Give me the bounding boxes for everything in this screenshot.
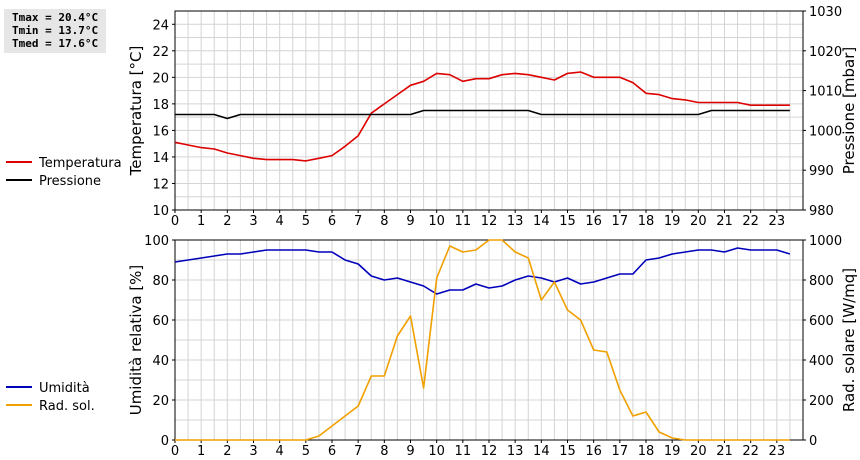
tmin-text: Tmin = 13.7°C — [12, 24, 99, 37]
x-tick-label: 5 — [302, 214, 310, 229]
x-tick-label: 16 — [585, 214, 602, 229]
y2-tick-label: 800 — [809, 274, 834, 289]
x-tick-label: 5 — [302, 444, 310, 459]
x-tick-label: 14 — [533, 444, 550, 459]
series-line-rad-sol — [175, 239, 790, 441]
y-tick-label: 40 — [152, 354, 169, 369]
x-tick-label: 17 — [612, 214, 629, 229]
tmed-text: Tmed = 17.6°C — [12, 37, 99, 50]
x-tick-label: 7 — [354, 214, 362, 229]
x-tick-label: 10 — [428, 444, 445, 459]
x-tick-label: 1 — [197, 444, 205, 459]
y2-tick-label: 600 — [809, 314, 834, 329]
x-tick-label: 16 — [585, 444, 602, 459]
legend-label: Rad. sol. — [39, 399, 95, 414]
x-tick-label: 2 — [223, 444, 231, 459]
x-tick-label: 15 — [559, 214, 576, 229]
x-tick-label: 8 — [380, 444, 388, 459]
x-tick-label: 13 — [507, 214, 524, 229]
x-tick-label: 3 — [249, 444, 257, 459]
humidity-radiation-chart: 0 1 2 3 4 5 6 7 8 9 10 11 12 13 14 15 16 17 18 19 20 21 22 2302… — [127, 234, 858, 459]
x-tick-label: 17 — [612, 444, 629, 459]
x-tick-label: 6 — [328, 214, 336, 229]
y2-tick-label: 1010 — [809, 85, 842, 100]
legend-label: Umidità — [39, 381, 90, 396]
x-tick-label: 10 — [428, 214, 445, 229]
y-tick-label: 60 — [152, 314, 169, 329]
y2-tick-label: 1000 — [809, 124, 842, 139]
y2-tick-label: 400 — [809, 354, 834, 369]
y2-tick-label: 980 — [809, 204, 834, 219]
y-tick-label: 12 — [152, 177, 169, 192]
x-tick-label: 20 — [690, 444, 707, 459]
y-tick-label: 22 — [152, 45, 169, 60]
y-tick-label: 14 — [152, 151, 169, 166]
x-tick-label: 4 — [276, 214, 284, 229]
x-tick-label: 6 — [328, 444, 336, 459]
y2-tick-label: 1000 — [809, 234, 842, 249]
x-tick-label: 7 — [354, 444, 362, 459]
y-tick-label: 80 — [152, 274, 169, 289]
y-tick-label: 100 — [144, 234, 169, 249]
y-tick-label: 24 — [152, 18, 169, 33]
y-tick-label: 20 — [152, 71, 169, 86]
y2-tick-label: 200 — [809, 394, 834, 409]
x-tick-label: 18 — [638, 214, 655, 229]
x-tick-label: 19 — [664, 214, 681, 229]
x-tick-label: 14 — [533, 214, 550, 229]
y-axis-title: Temperatura [°C] — [127, 46, 145, 177]
y-tick-label: 20 — [152, 394, 169, 409]
temperature-pressure-chart: 0 1 2 3 4 5 6 7 8 9 10 11 12 13 14 15 16 17 18 19 20 21 22 2310… — [127, 5, 858, 229]
series-line-umidit — [174, 247, 791, 295]
x-tick-label: 23 — [769, 214, 786, 229]
x-tick-label: 18 — [638, 444, 655, 459]
legend-label: Temperatura — [38, 156, 122, 171]
x-tick-label: 11 — [455, 214, 472, 229]
x-tick-label: 23 — [769, 444, 786, 459]
y2-axis-title: Rad. solare [W/mq] — [840, 268, 858, 412]
y2-tick-label: 1030 — [809, 5, 842, 20]
x-tick-label: 22 — [742, 444, 759, 459]
x-tick-label: 1 — [197, 214, 205, 229]
y-tick-label: 0 — [161, 434, 169, 449]
y2-tick-label: 1020 — [809, 45, 842, 60]
y2-tick-label: 990 — [809, 164, 834, 179]
x-tick-label: 21 — [716, 214, 733, 229]
x-tick-label: 13 — [507, 444, 524, 459]
y-tick-label: 10 — [152, 204, 169, 219]
series-line-pressione — [175, 109, 790, 120]
y-tick-label: 18 — [152, 98, 169, 113]
x-tick-label: 9 — [406, 214, 414, 229]
stats-box: Tmax = 20.4°C Tmin = 13.7°C Tmed = 17.6°… — [4, 9, 106, 53]
x-tick-label: 8 — [380, 214, 388, 229]
legend-label: Pressione — [39, 174, 101, 189]
y2-tick-label: 0 — [809, 434, 817, 449]
x-tick-label: 12 — [481, 214, 498, 229]
x-tick-label: 9 — [406, 444, 414, 459]
x-tick-label: 19 — [664, 444, 681, 459]
x-tick-label: 4 — [276, 444, 284, 459]
humidity-radiation-legend: Umidità Rad. sol. — [6, 381, 95, 414]
temperature-pressure-legend: Temperatura Pressione — [6, 156, 122, 189]
x-tick-label: 0 — [171, 214, 179, 229]
y2-axis-title: Pressione [mbar] — [840, 47, 858, 175]
y-tick-label: 16 — [152, 124, 169, 139]
x-tick-label: 11 — [455, 444, 472, 459]
tmax-text: Tmax = 20.4°C — [12, 11, 99, 24]
y-axis-title: Umidità relativa [%] — [127, 265, 145, 416]
x-tick-label: 22 — [742, 214, 759, 229]
x-tick-label: 3 — [249, 214, 257, 229]
x-tick-label: 2 — [223, 214, 231, 229]
x-tick-label: 12 — [481, 444, 498, 459]
series-line-temperatura — [174, 71, 790, 162]
x-tick-label: 21 — [716, 444, 733, 459]
x-tick-label: 0 — [171, 444, 179, 459]
x-tick-label: 20 — [690, 214, 707, 229]
x-tick-label: 15 — [559, 444, 576, 459]
